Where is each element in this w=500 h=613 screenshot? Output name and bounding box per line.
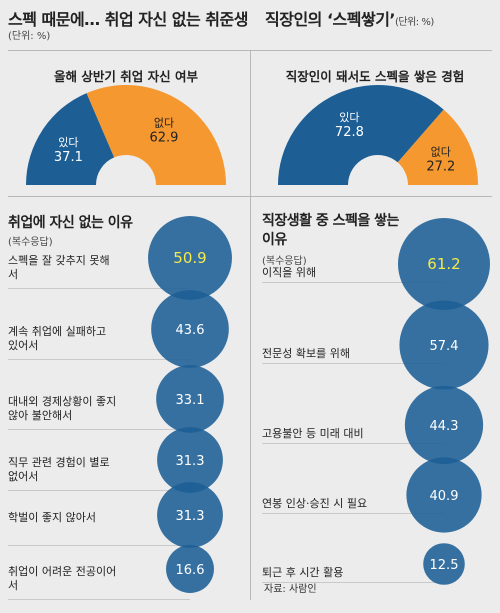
right-bubble bbox=[423, 543, 465, 585]
left-row-rule bbox=[8, 599, 190, 600]
left-pie-label-1: 없다 bbox=[154, 116, 174, 129]
left-reason-label: 학벌이 좋지 않아서 bbox=[8, 511, 96, 524]
right-pie-value-0: 72.8 bbox=[335, 125, 364, 140]
center-divider bbox=[250, 50, 251, 600]
right-bubble-value: 40.9 bbox=[430, 489, 459, 504]
right-row-rule bbox=[262, 513, 444, 514]
left-bubble bbox=[157, 427, 223, 493]
right-bubble bbox=[399, 300, 489, 390]
left-bubble-value: 31.3 bbox=[176, 509, 205, 524]
left-pie-slice-1 bbox=[86, 84, 226, 185]
left-bubble-value: 16.6 bbox=[176, 563, 205, 578]
left-pie-title: 올해 상반기 취업 자신 여부 bbox=[54, 69, 198, 84]
right-bubble bbox=[404, 385, 484, 465]
right-reason-label: 퇴근 후 시간 활용 bbox=[262, 566, 344, 579]
right-row-rule bbox=[262, 282, 444, 283]
right-row-rule bbox=[262, 363, 444, 364]
right-pie-title: 직장인이 돼서도 스펙을 쌓은 경험 bbox=[285, 69, 465, 84]
left-pie-slice-0 bbox=[26, 93, 115, 185]
left-reason-label: 계속 취업에 실패하고 있어서 bbox=[8, 325, 107, 352]
left-bubble-value: 50.9 bbox=[173, 249, 206, 267]
middle-divider bbox=[8, 196, 492, 197]
right-pie-slice-0 bbox=[278, 85, 444, 185]
right-reasons-note: (복수응답) bbox=[262, 256, 307, 267]
right-unit: (단위: %) bbox=[395, 17, 434, 28]
left-pie-value-1: 62.9 bbox=[149, 130, 178, 145]
left-row-rule bbox=[8, 545, 190, 546]
left-bubble-value: 43.6 bbox=[176, 323, 205, 338]
right-bubble-value: 12.5 bbox=[430, 558, 459, 573]
right-pie-slice-1 bbox=[397, 109, 478, 185]
left-bubble bbox=[156, 365, 224, 433]
left-headline: 스펙 때문에… 취업 자신 없는 취준생 bbox=[8, 10, 248, 29]
right-bubble bbox=[398, 218, 490, 310]
source-note: 자료: 사람인 bbox=[264, 584, 317, 595]
right-row-rule bbox=[262, 443, 444, 444]
right-reason-label: 이직을 위해 bbox=[262, 266, 317, 279]
right-reason-label: 연봉 인상·승진 시 필요 bbox=[262, 497, 368, 510]
right-headline: 직장인의 ‘스펙쌓기’ bbox=[265, 10, 396, 29]
right-pie-label-1: 없다 bbox=[431, 145, 451, 158]
left-bubble bbox=[157, 482, 223, 548]
left-row-rule bbox=[8, 490, 190, 491]
right-reason-label: 전문성 확보를 위해 bbox=[262, 347, 350, 360]
right-bubble-value: 57.4 bbox=[430, 339, 459, 354]
left-bubble bbox=[166, 545, 214, 593]
left-reason-label: 스펙을 잘 갖추지 못해서 bbox=[8, 254, 110, 281]
left-reason-label: 대내외 경제상황이 좋지 않아 불안해서 bbox=[8, 395, 117, 422]
left-bubble bbox=[148, 216, 232, 300]
left-reasons-title: 취업에 자신 없는 이유 bbox=[8, 215, 133, 231]
right-bubble bbox=[406, 457, 482, 533]
left-reason-label: 취업이 어려운 전공이어서 bbox=[8, 565, 117, 592]
right-row-rule bbox=[262, 582, 444, 583]
right-headline-block: 직장인의 ‘스펙쌓기’(단위: %) bbox=[265, 6, 434, 30]
left-pie-label-0: 있다 bbox=[58, 136, 78, 149]
right-reasons-title: 직장생활 중 스펙을 쌓는 이유 bbox=[262, 213, 399, 248]
left-bubble-value: 33.1 bbox=[176, 393, 205, 408]
left-reason-label: 직무 관련 경험이 별로 없어서 bbox=[8, 456, 110, 483]
right-pie-value-1: 27.2 bbox=[426, 159, 455, 174]
left-unit: (단위: %) bbox=[8, 31, 51, 42]
left-row-rule bbox=[8, 359, 190, 360]
right-bubble-value: 44.3 bbox=[430, 419, 459, 434]
left-row-rule bbox=[8, 429, 190, 430]
right-bubble-value: 61.2 bbox=[427, 255, 460, 273]
left-bubbles: 50.9 43.6 33.1 31.3 31.3 16.6 bbox=[148, 216, 232, 593]
right-reason-label: 고용불안 등 미래 대비 bbox=[262, 427, 364, 440]
left-reasons-note: (복수응답) bbox=[8, 237, 53, 248]
right-bubbles: 61.2 57.4 44.3 40.9 12.5 bbox=[398, 218, 490, 585]
right-pie-label-0: 있다 bbox=[339, 111, 359, 124]
left-bubble-value: 31.3 bbox=[176, 454, 205, 469]
left-row-rule bbox=[8, 288, 190, 289]
left-bubble bbox=[151, 290, 229, 368]
left-pie-value-0: 37.1 bbox=[54, 150, 83, 165]
